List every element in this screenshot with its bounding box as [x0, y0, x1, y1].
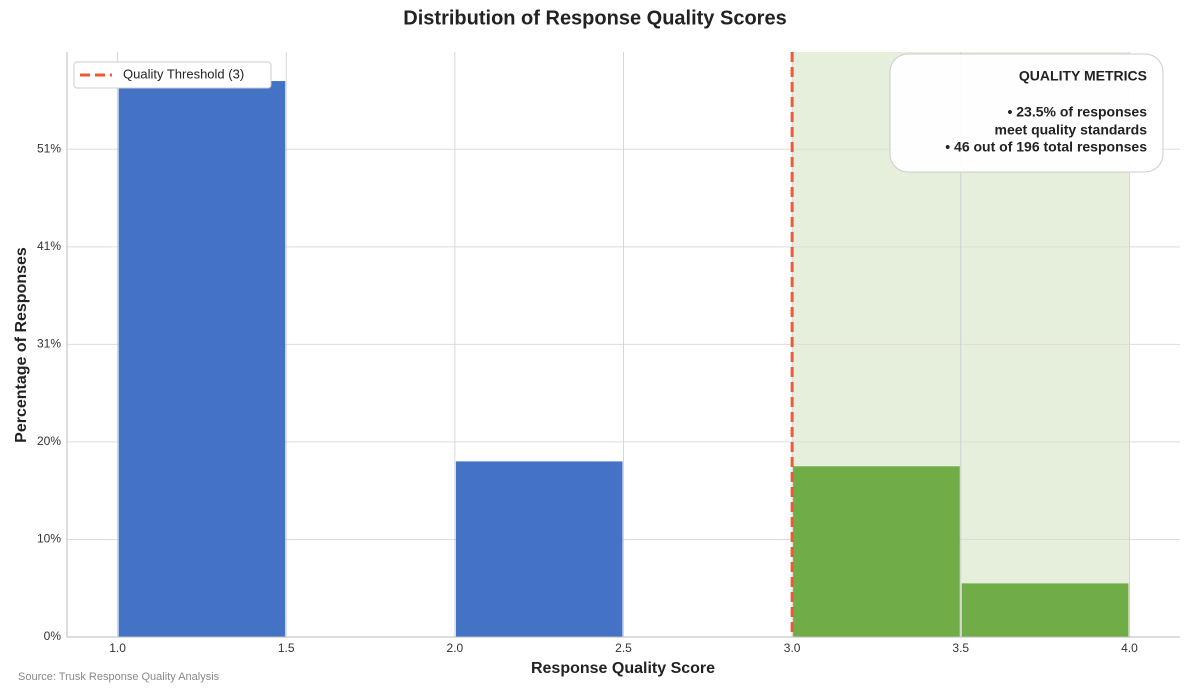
y-tick-label: 10% — [37, 532, 61, 546]
bar — [961, 583, 1129, 637]
chart-title: Distribution of Response Quality Scores — [403, 7, 786, 29]
x-axis-label: Response Quality Score — [531, 660, 715, 677]
annotation-text: • 23.5% of responses — [1007, 104, 1147, 120]
legend-box — [73, 61, 272, 89]
bar — [118, 81, 286, 637]
y-tick-label: 41% — [37, 239, 61, 253]
x-tick-label: 1.5 — [278, 641, 295, 655]
y-tick-label: 20% — [37, 434, 61, 448]
annotation-text: QUALITY METRICS — [1019, 68, 1147, 84]
source-note: Source: Trusk Response Quality Analysis — [18, 671, 220, 683]
x-tick-label: 2.0 — [447, 641, 464, 655]
bar — [455, 461, 623, 637]
x-tick-label: 3.5 — [952, 641, 969, 655]
y-tick-label: 31% — [37, 337, 61, 351]
x-tick-label: 1.0 — [109, 641, 126, 655]
x-tick-label: 2.5 — [615, 641, 632, 655]
annotation-box — [889, 53, 1164, 173]
y-tick-label: 51% — [37, 141, 61, 155]
x-tick-label: 3.0 — [784, 641, 801, 655]
annotation-text: • 46 out of 196 total responses — [945, 139, 1147, 155]
annotation-text: meet quality standards — [995, 122, 1148, 138]
y-axis-label: Percentage of Responses — [13, 247, 30, 443]
bar — [793, 466, 960, 637]
x-tick-label: 4.0 — [1121, 641, 1138, 655]
y-tick-label: 0% — [44, 629, 62, 643]
legend: Quality Threshold (3) — [73, 61, 272, 89]
legend-label: Quality Threshold (3) — [123, 66, 244, 81]
